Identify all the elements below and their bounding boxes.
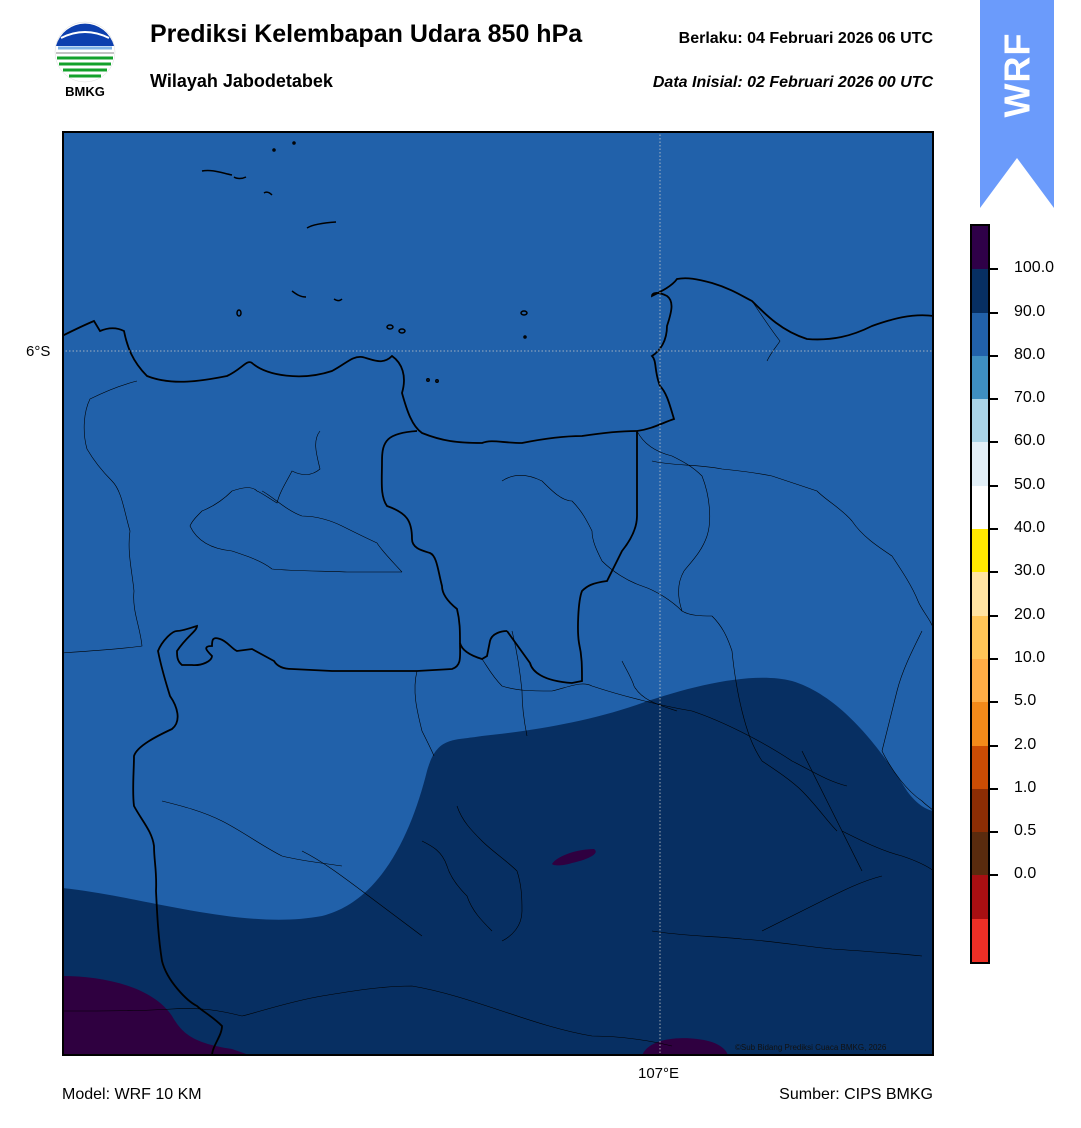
valid-time: Berlaku: 04 Februari 2026 06 UTC <box>678 30 933 47</box>
colorbar-segment <box>972 658 988 703</box>
model-label: Model: WRF 10 KM <box>62 1086 202 1103</box>
humidity-band-100-center <box>552 849 596 866</box>
page-title: Prediksi Kelembapan Udara 850 hPa <box>150 20 583 48</box>
colorbar-segment <box>972 442 988 487</box>
colorbar-tick <box>990 311 998 314</box>
colorbar-segment <box>972 399 988 443</box>
colorbar-tick <box>990 657 998 660</box>
colorbar-label: 5.0 <box>1014 692 1037 710</box>
map-svg <box>61 131 935 1057</box>
colorbar-segment <box>972 572 988 617</box>
colorbar-segment <box>972 269 988 314</box>
wrf-banner-label: WRF <box>996 32 1037 118</box>
colorbar-tick <box>990 441 998 444</box>
map-frame <box>62 131 934 1056</box>
latitude-label: 6°S <box>26 343 51 360</box>
humidity-map <box>61 131 935 1057</box>
colorbar-tick <box>990 614 998 617</box>
colorbar-tick <box>990 528 998 531</box>
colorbar-tick <box>990 831 998 834</box>
colorbar-tick <box>990 571 998 574</box>
colorbar-tick <box>990 354 998 357</box>
colorbar-segment <box>972 788 988 833</box>
region-subtitle: Wilayah Jabodetabek <box>150 71 333 91</box>
graticule <box>62 131 934 1056</box>
initial-data-time: Data Inisial: 02 Februari 2026 00 UTC <box>652 74 933 91</box>
colorbar-label: 90.0 <box>1014 302 1046 320</box>
colorbar-label: 20.0 <box>1014 605 1046 623</box>
colorbar-segment <box>972 355 988 400</box>
bmkg-logo-icon <box>53 20 117 104</box>
colorbar-segment <box>972 875 988 920</box>
colorbar-label: 70.0 <box>1014 389 1046 407</box>
colorbar-segment <box>972 832 988 876</box>
colorbar-segment <box>972 485 988 530</box>
colorbar-segment <box>972 529 988 573</box>
colorbar-segment <box>972 615 988 660</box>
humidity-band-90-100 <box>62 677 934 1056</box>
colorbar-label: 80.0 <box>1014 345 1046 363</box>
colorbar-label: 0.5 <box>1014 822 1037 840</box>
colorbar-tick <box>990 744 998 747</box>
colorbar <box>970 224 990 964</box>
colorbar-segment <box>972 226 988 270</box>
colorbar-tick <box>990 701 998 704</box>
colorbar-segment <box>972 312 988 357</box>
colorbar-label: 10.0 <box>1014 648 1046 666</box>
district-boundaries <box>61 300 935 1047</box>
colorbar-tick <box>990 268 998 271</box>
colorbar-tick <box>990 874 998 877</box>
colorbar-label: 40.0 <box>1014 519 1046 537</box>
colorbar-tick <box>990 484 998 487</box>
colorbar-tick <box>990 398 998 401</box>
coastline <box>61 277 935 1057</box>
colorbar-label: 2.0 <box>1014 735 1037 753</box>
copyright-note: ©Sub Bidang Prediksi Cuaca BMKG, 2026 <box>735 1043 887 1052</box>
wrf-banner <box>980 0 1054 208</box>
colorbar-label: 30.0 <box>1014 562 1046 580</box>
colorbar-segment <box>972 702 988 747</box>
humidity-band-100-southwest <box>62 976 252 1056</box>
source-label: Sumber: CIPS BMKG <box>779 1086 933 1103</box>
longitude-label: 107°E <box>638 1065 680 1082</box>
colorbar-segment <box>972 745 988 790</box>
colorbar-label: 100.0 <box>1014 259 1055 277</box>
colorbar-label: 50.0 <box>1014 475 1046 493</box>
colorbar-label: 0.0 <box>1014 865 1037 883</box>
islands <box>201 141 528 383</box>
colorbar-label: 60.0 <box>1014 432 1046 450</box>
humidity-band-100-south <box>642 1038 728 1056</box>
colorbar-segment <box>972 918 988 963</box>
bmkg-logo-text: BMKG <box>65 84 105 99</box>
colorbar-tick <box>990 787 998 790</box>
colorbar-label: 1.0 <box>1014 778 1037 796</box>
